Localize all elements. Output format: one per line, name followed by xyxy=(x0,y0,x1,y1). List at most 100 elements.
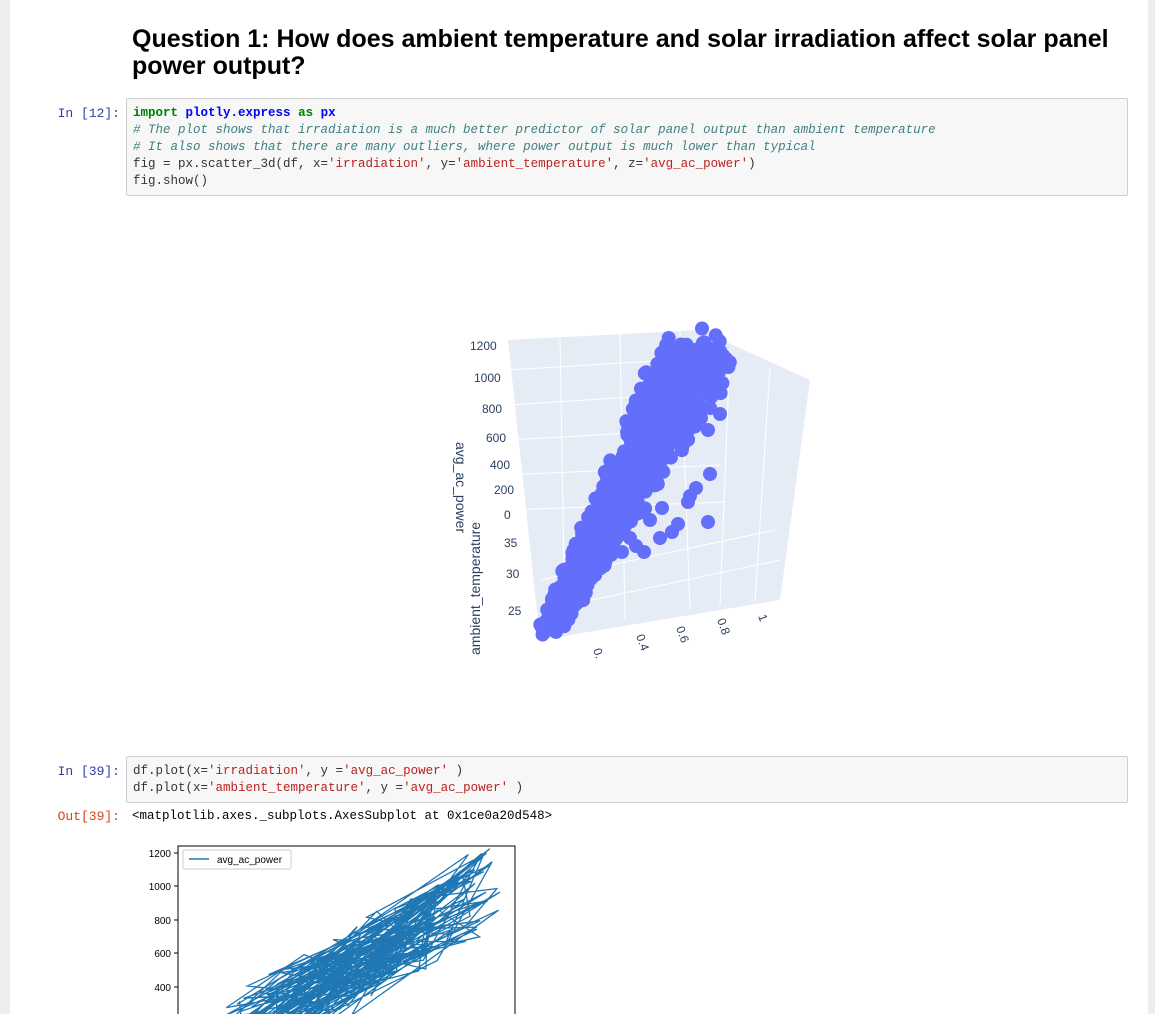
y-tick-label: 400 xyxy=(154,983,171,994)
z-tick: 1200 xyxy=(470,339,497,353)
code-token: fig.show() xyxy=(133,174,209,188)
scatter-point xyxy=(598,545,613,560)
scatter-point xyxy=(623,457,638,471)
scatter-point xyxy=(653,531,667,545)
scatter-point xyxy=(663,403,677,418)
x-tick: 1 xyxy=(755,612,771,623)
z-tick: 800 xyxy=(482,402,502,416)
code-token: fig = px.scatter_3d(df, x= xyxy=(133,157,329,171)
scatter-point xyxy=(575,589,590,604)
scatter-point xyxy=(546,613,561,628)
code-token: , y= xyxy=(425,157,456,171)
z-tick: 1000 xyxy=(474,371,501,385)
scatter-point xyxy=(671,517,685,531)
scatter-point xyxy=(708,328,723,343)
code-comment: # It also shows that there are many outl… xyxy=(133,140,816,154)
code-string: 'ambient_temperature' xyxy=(455,157,614,171)
code-string: 'avg_ac_power' xyxy=(403,781,509,795)
scatter-point xyxy=(655,501,669,515)
y-tick-label: 600 xyxy=(154,949,171,960)
scatter-point xyxy=(643,513,657,527)
scatter-point xyxy=(648,404,663,419)
code-string: 'avg_ac_power' xyxy=(643,157,749,171)
z-axis-title: avg_ac_power xyxy=(453,442,469,533)
input-prompt-12: In [12]: xyxy=(57,106,120,121)
x-tick: 0.8 xyxy=(714,616,733,637)
scatter-point xyxy=(641,456,656,471)
scatter-point xyxy=(663,390,678,405)
code-token: df.plot(x= xyxy=(133,764,209,778)
scatter-point xyxy=(535,618,550,633)
scatter-point xyxy=(705,354,719,369)
scatter-point xyxy=(586,511,601,526)
y-tick: 30 xyxy=(506,567,520,581)
scatter-point xyxy=(596,492,611,507)
code-token: , z= xyxy=(613,157,644,171)
scatter3d-plot[interactable]: avg_ac_power ambient_temperature 1200 10… xyxy=(360,310,830,680)
series-line xyxy=(226,848,501,1014)
scatter-point xyxy=(703,467,717,481)
scatter-point xyxy=(689,481,703,495)
markdown-heading: Question 1: How does ambient temperature… xyxy=(132,25,1109,80)
scatter-point xyxy=(593,535,607,549)
scatter-point xyxy=(562,582,577,597)
y-tick-label: 1000 xyxy=(149,882,172,893)
scatter-point xyxy=(641,473,655,488)
scatter-point xyxy=(604,455,619,469)
line-plot: 1200 1000 800 600 400 avg_ac_power xyxy=(149,845,516,1014)
code-token: ) xyxy=(448,764,464,778)
z-tick: 600 xyxy=(486,431,506,445)
legend-label: avg_ac_power xyxy=(217,855,283,866)
scatter-point xyxy=(633,505,648,520)
scatter-point xyxy=(605,500,620,515)
scatter-point xyxy=(651,364,666,379)
code-token: ) xyxy=(748,157,756,171)
scatter-point xyxy=(701,515,715,529)
z-tick: 200 xyxy=(494,483,514,497)
scatter-point xyxy=(585,563,600,577)
scatter-point xyxy=(701,423,715,437)
scatter-point xyxy=(634,406,649,421)
y-tick-label: 1200 xyxy=(149,849,172,860)
code-cell-12[interactable]: import plotly.express as px # The plot s… xyxy=(126,98,1128,196)
x-tick: 0.4 xyxy=(633,632,652,653)
code-token: import xyxy=(133,106,179,120)
x-tick: 0. xyxy=(590,646,607,660)
y-tick-label: 800 xyxy=(154,916,171,927)
scatter-point xyxy=(674,443,689,458)
input-prompt-39: In [39]: xyxy=(57,764,120,779)
scatter-point xyxy=(607,523,621,537)
scatter-point xyxy=(575,573,590,587)
scatter-point xyxy=(629,483,644,498)
scatter-point xyxy=(637,545,651,559)
series-line-path xyxy=(226,848,501,1014)
output-prompt-39: Out[39]: xyxy=(57,809,120,824)
scatter-point xyxy=(630,471,645,486)
z-tick: 400 xyxy=(490,458,510,472)
scatter-point xyxy=(615,545,629,559)
scatter-point xyxy=(623,428,638,443)
code-token: px xyxy=(320,106,336,120)
code-token: , y = xyxy=(305,764,344,778)
code-string: 'ambient_temperature' xyxy=(208,781,366,795)
scatter-point xyxy=(716,348,731,363)
code-token: , y = xyxy=(365,781,404,795)
x-tick: 0.6 xyxy=(673,624,692,645)
code-comment: # The plot shows that irradiation is a m… xyxy=(133,123,936,137)
scatter-point xyxy=(687,403,702,418)
scatter-point xyxy=(681,495,695,509)
y-tick: 35 xyxy=(504,536,518,550)
legend-box xyxy=(182,849,292,870)
scatter-point xyxy=(681,343,695,357)
code-cell-39[interactable]: df.plot(x='irradiation', y ='avg_ac_powe… xyxy=(126,756,1128,803)
scatter-point xyxy=(639,365,654,380)
code-token: ) xyxy=(508,781,524,795)
scatter-point xyxy=(580,548,595,563)
scatter-point xyxy=(614,480,628,494)
scatter-points xyxy=(533,321,737,642)
notebook-page: Question 1: How does ambient temperature… xyxy=(10,0,1148,1014)
code-token: df.plot(x= xyxy=(133,781,209,795)
output-text: <matplotlib.axes._subplots.AxesSubplot a… xyxy=(132,809,553,823)
z-tick: 0 xyxy=(504,508,511,522)
code-token: plotly.express xyxy=(185,106,291,120)
